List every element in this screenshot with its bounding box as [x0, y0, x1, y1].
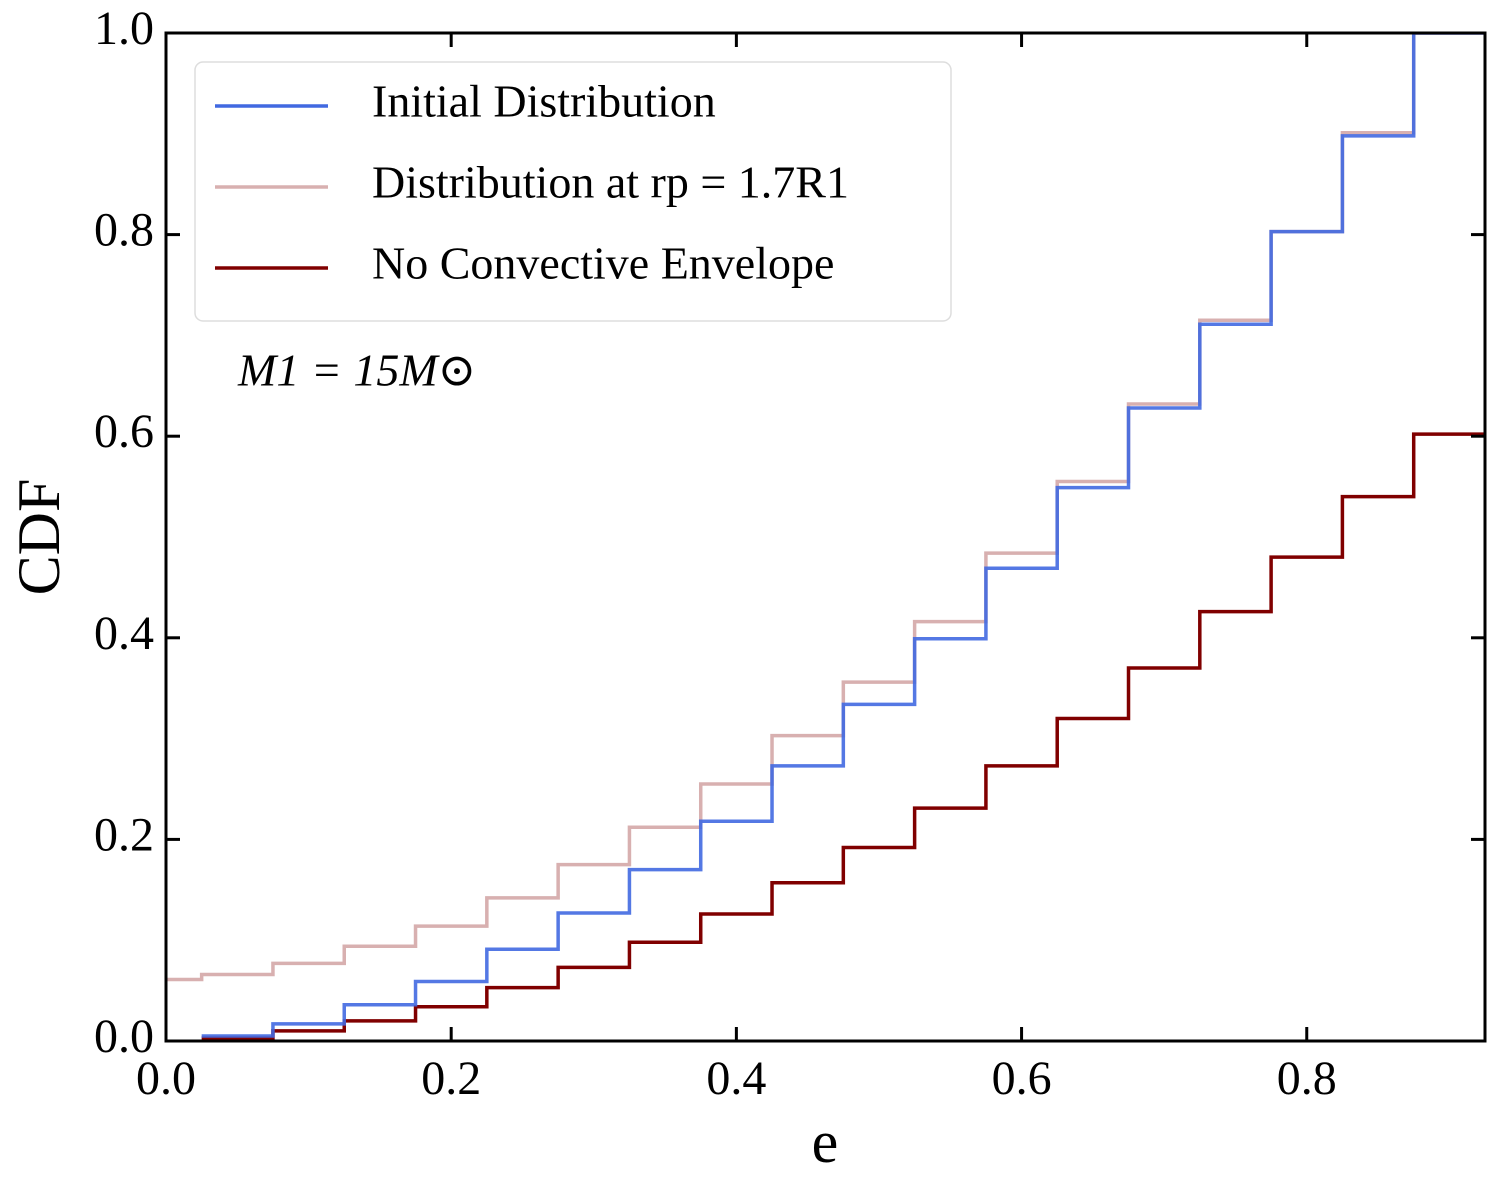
- x-axis-label: e: [812, 1109, 839, 1175]
- legend-label: No Convective Envelope: [372, 238, 834, 289]
- x-tick-label: 0.2: [421, 1052, 481, 1105]
- y-tick-label: 0.2: [94, 808, 154, 861]
- legend-label: Distribution at rp = 1.7R1: [372, 157, 849, 208]
- legend-box: [194, 61, 952, 322]
- y-tick-label: 1.0: [94, 2, 154, 55]
- y-tick-label: 0.8: [94, 204, 154, 257]
- step-line: [201, 432, 1485, 1040]
- y-tick-label: 0.0: [94, 1010, 154, 1063]
- y-axis-label: CDF: [6, 479, 72, 596]
- x-tick-label: 0.4: [706, 1052, 766, 1105]
- step-line: [166, 33, 1485, 982]
- legend-label: Initial Distribution: [372, 76, 716, 127]
- y-tick-label: 0.6: [94, 405, 154, 458]
- x-tick-label: 0.0: [136, 1052, 196, 1105]
- step-line: [201, 33, 1485, 1038]
- x-tick-label: 0.6: [992, 1052, 1052, 1105]
- annotation: M1 = 15M⊙: [237, 345, 476, 396]
- legend: Initial Distribution Distribution at rp =…: [215, 76, 849, 289]
- plot-lines: [166, 33, 1485, 1040]
- plot-frame: [164, 31, 1487, 1043]
- x-tick-label: 0.8: [1277, 1052, 1337, 1105]
- y-tick-label: 0.4: [94, 607, 154, 660]
